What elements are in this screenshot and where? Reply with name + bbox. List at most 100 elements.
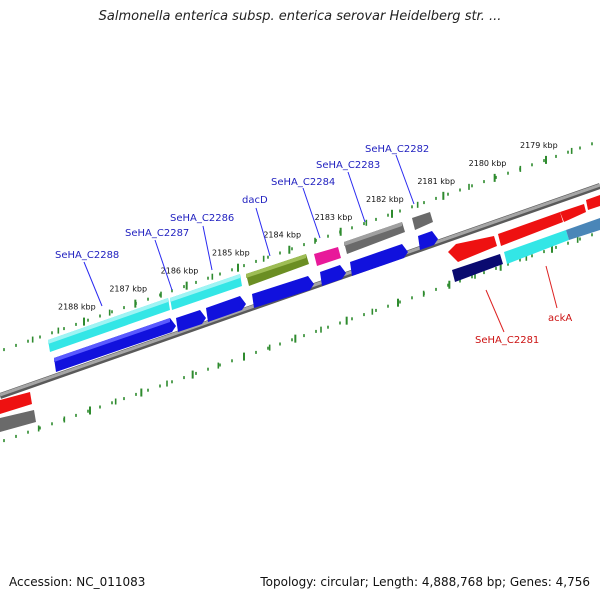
scale-dot xyxy=(63,327,65,331)
gene-feature-navy[interactable] xyxy=(452,254,503,282)
scale-dot xyxy=(279,342,281,346)
scale-dot xyxy=(15,343,17,347)
gene-label[interactable]: dacD xyxy=(242,195,268,206)
scale-dot xyxy=(351,317,353,321)
scale-dot xyxy=(351,226,353,230)
gene-feature-magenta[interactable] xyxy=(314,247,341,266)
scale-dot xyxy=(207,367,209,371)
scale-dot xyxy=(291,247,293,251)
scale-dot xyxy=(195,280,197,284)
gene-feature-red[interactable] xyxy=(448,236,497,262)
scale-dot xyxy=(495,266,497,270)
gene-feature-red[interactable] xyxy=(586,195,600,210)
gene-feature-cyan[interactable] xyxy=(504,230,569,264)
scale-dot xyxy=(387,213,389,217)
scale-dot xyxy=(519,258,521,262)
map-title: Salmonella enterica subsp. enterica sero… xyxy=(98,9,502,24)
scale-dot xyxy=(87,409,89,413)
gene-feature-blue[interactable] xyxy=(176,310,206,332)
gene-label[interactable]: SeHA_C2284 xyxy=(271,177,335,188)
scale-dot xyxy=(579,237,581,241)
gene-feature-blue[interactable] xyxy=(418,231,438,250)
scale-dot xyxy=(567,150,569,154)
gene-feature-blue[interactable] xyxy=(54,318,176,372)
scale-dot xyxy=(507,171,509,175)
gene-feature-gray[interactable] xyxy=(412,212,433,230)
scale-dot xyxy=(243,264,245,268)
gene-feature-blue[interactable] xyxy=(350,244,408,276)
scale-dot xyxy=(579,146,581,150)
gene-label[interactable]: SeHA_C2281 xyxy=(475,335,539,346)
scale-dot xyxy=(531,163,533,167)
gene-feature-blue[interactable] xyxy=(320,265,346,286)
scale-dot xyxy=(303,334,305,338)
scale-dot xyxy=(543,250,545,254)
tick-label: 2186 kbp xyxy=(161,267,199,276)
scale-dot xyxy=(123,306,125,310)
scale-dot xyxy=(435,196,437,200)
scale-dot xyxy=(471,275,473,279)
scale-dot xyxy=(531,254,533,258)
scale-dot xyxy=(75,413,77,417)
scale-dot xyxy=(327,325,329,329)
scale-dot xyxy=(111,310,113,314)
tick-label: 2183 kbp xyxy=(315,213,353,222)
scale-dot xyxy=(399,209,401,213)
scale-dot xyxy=(471,184,473,188)
scale-dot xyxy=(75,322,77,326)
genome-summary-text: Topology: circular; Length: 4,888,768 bp… xyxy=(260,575,590,589)
scale-dot xyxy=(567,241,569,245)
scale-dot xyxy=(423,201,425,205)
scale-dot xyxy=(375,308,377,312)
scale-dot xyxy=(99,314,101,318)
scale-dot xyxy=(231,268,233,272)
scale-dot xyxy=(219,363,221,367)
gene-feature-gray[interactable] xyxy=(0,410,36,432)
tick-label: 2188 kbp xyxy=(58,303,96,312)
tick-label: 2187 kbp xyxy=(109,285,147,294)
gene-leaders xyxy=(83,154,415,307)
gene-feature-blue[interactable] xyxy=(206,296,246,322)
scale-dot xyxy=(447,283,449,287)
gene-feature-blue[interactable] xyxy=(252,276,314,308)
gene-label[interactable]: SeHA_C2288 xyxy=(55,250,119,261)
scale-dot xyxy=(327,234,329,238)
scale-dot xyxy=(135,392,137,396)
scale-dot xyxy=(15,434,17,438)
gene-label[interactable]: ackA xyxy=(548,313,572,324)
scale-dot xyxy=(591,233,593,237)
gene-feature-red[interactable] xyxy=(560,204,586,222)
scale-dot xyxy=(315,238,317,242)
scale-dot xyxy=(39,426,41,430)
scale-dot xyxy=(3,348,5,352)
scale-dot xyxy=(483,180,485,184)
gene-feature-cyan-top xyxy=(170,274,240,302)
gene-label[interactable]: SeHA_C2287 xyxy=(125,228,189,239)
accession-text: Accession: NC_011083 xyxy=(9,575,146,589)
gene-feature-steel[interactable] xyxy=(566,218,600,240)
gene-features xyxy=(0,195,600,432)
scale-dot xyxy=(411,205,413,209)
scale-dot xyxy=(459,279,461,283)
scale-dot xyxy=(159,384,161,388)
gene-feature-red[interactable] xyxy=(0,392,32,414)
scale-dot xyxy=(123,397,125,401)
scale-dot xyxy=(363,222,365,226)
scale-dot xyxy=(3,439,5,443)
gene-feature-gray-top xyxy=(344,222,402,246)
scale-dot xyxy=(459,188,461,192)
gene-label[interactable]: SeHA_C2282 xyxy=(365,144,429,155)
scale-dot xyxy=(27,339,29,343)
gene-label[interactable]: SeHA_C2286 xyxy=(170,213,234,224)
scale-dot xyxy=(555,154,557,158)
scale-dot xyxy=(183,376,185,380)
scale-dot xyxy=(411,296,413,300)
scale-dot xyxy=(363,313,365,317)
tick-label: 2185 kbp xyxy=(212,249,250,258)
gene-feature-red[interactable] xyxy=(498,212,563,246)
scale-dot xyxy=(267,346,269,350)
scale-dot xyxy=(147,297,149,301)
scale-dot xyxy=(255,350,257,354)
gene-label[interactable]: SeHA_C2283 xyxy=(316,160,380,171)
